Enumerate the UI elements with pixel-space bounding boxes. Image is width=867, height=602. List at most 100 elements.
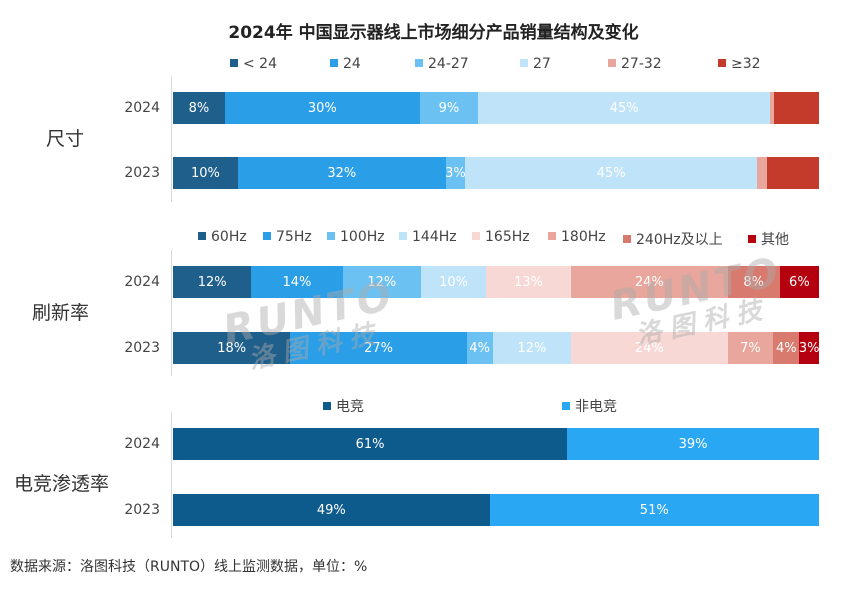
data-label: 10%	[439, 274, 469, 290]
bar-segment: 24%	[571, 266, 728, 298]
category-label: 2024	[124, 100, 160, 116]
bar-segment: 13%	[486, 266, 572, 298]
legend-swatch	[323, 402, 331, 410]
legend-item: 非电竞	[562, 396, 617, 416]
bar-segment: 49%	[173, 494, 490, 526]
legend-swatch	[718, 59, 726, 67]
legend-size: < 24 24 24-27 27 27-32 ≥32	[0, 56, 867, 76]
legend-label: 24	[343, 56, 361, 72]
legend-label: 75Hz	[276, 229, 312, 245]
legend-swatch	[623, 235, 631, 243]
data-label: 61%	[355, 436, 385, 452]
legend-label: 27-32	[621, 56, 662, 72]
data-label: 7%	[740, 340, 761, 356]
legend-item: 240Hz及以上	[623, 229, 723, 249]
data-label: 4%	[469, 340, 490, 356]
group-label-refresh: 刷新率	[32, 302, 90, 324]
category-label: 2023	[124, 340, 160, 356]
bar-segment: 14%	[251, 266, 343, 298]
bar-segment: 8%	[727, 266, 780, 298]
bar-segment: 32%	[237, 157, 446, 189]
legend-swatch	[399, 232, 407, 240]
legend-item: 24-27	[415, 56, 469, 72]
data-label: 51%	[639, 502, 669, 518]
bar-segment: 4%	[466, 332, 493, 364]
category-label: 2023	[124, 165, 160, 181]
data-label: 8%	[743, 274, 765, 290]
data-label: 32%	[327, 165, 357, 181]
legend-label: 27	[533, 56, 551, 72]
legend-refresh: 60Hz 75Hz 100Hz 144Hz 165Hz 180Hz 240Hz及…	[0, 229, 867, 249]
legend-swatch	[327, 232, 335, 240]
legend-item: 165Hz	[472, 229, 530, 245]
data-label: 13%	[514, 274, 544, 290]
bar-segment: 30%	[224, 92, 420, 124]
legend-item: 100Hz	[327, 229, 385, 245]
bar-segment: 45%	[465, 157, 758, 189]
legend-label: 100Hz	[340, 229, 385, 245]
bar-segment: 61%	[173, 428, 568, 460]
legend-swatch	[562, 402, 570, 410]
legend-label: 144Hz	[412, 229, 457, 245]
legend-label: 240Hz及以上	[636, 232, 723, 248]
bar-segment: 10%	[173, 157, 238, 189]
data-label: 12%	[367, 274, 397, 290]
legend-item: 27	[520, 56, 551, 72]
stacked-bar: 49% 51%	[173, 494, 819, 526]
stacked-bar: 12% 14% 12% 10% 13% 24% 8% 6%	[173, 266, 819, 298]
data-label: 3%	[445, 165, 466, 181]
data-label: 49%	[316, 502, 346, 518]
data-label: 3%	[798, 340, 820, 356]
bar-segment: 10%	[420, 266, 487, 298]
bar-segment	[773, 92, 819, 124]
legend-swatch	[748, 235, 756, 243]
source-note: 数据来源：洛图科技（RUNTO）线上监测数据，单位：%	[10, 559, 368, 575]
data-label: 45%	[609, 100, 639, 116]
legend-item: 27-32	[608, 56, 662, 72]
legend-item: 180Hz	[548, 229, 606, 245]
legend-esports: 电竞 非电竞	[0, 396, 867, 416]
data-label: 45%	[596, 165, 626, 181]
bar-segment: 6%	[779, 266, 819, 298]
axis-divider-esports	[171, 412, 172, 538]
data-label: 27%	[364, 340, 393, 356]
bar-segment: 7%	[727, 332, 774, 364]
bar-segment: 24%	[571, 332, 728, 364]
data-label: 9%	[438, 100, 460, 116]
legend-label: < 24	[243, 56, 277, 72]
bar-segment: 18%	[173, 332, 291, 364]
legend-label: 60Hz	[211, 229, 247, 245]
legend-swatch	[472, 232, 480, 240]
bar-segment: 9%	[419, 92, 479, 124]
legend-item: < 24	[230, 56, 277, 72]
legend-swatch	[415, 59, 423, 67]
legend-label: 电竞	[336, 399, 364, 415]
bar-segment: 12%	[492, 332, 572, 364]
bar-segment: 4%	[773, 332, 800, 364]
stacked-bar: 18% 27% 4% 12% 24% 7% 4% 3%	[173, 332, 819, 364]
bar-segment: 12%	[173, 266, 252, 298]
legend-swatch	[230, 59, 238, 67]
data-label: 39%	[678, 436, 708, 452]
bar-segment: 3%	[799, 332, 819, 364]
bar-segment	[767, 157, 819, 189]
legend-swatch	[520, 59, 528, 67]
legend-item: 24	[330, 56, 361, 72]
data-label: 12%	[517, 340, 547, 356]
legend-swatch	[608, 59, 616, 67]
bar-segment: 45%	[478, 92, 771, 124]
group-label-size: 尺寸	[46, 128, 85, 150]
data-label: 24%	[634, 340, 664, 356]
data-label: 24%	[634, 274, 664, 290]
bar-segment: 3%	[445, 157, 466, 189]
legend-item: 60Hz	[198, 229, 247, 245]
legend-swatch	[198, 232, 206, 240]
bar-segment	[757, 157, 768, 189]
stacked-bar: 61% 39%	[173, 428, 819, 460]
axis-divider-refresh	[171, 250, 172, 376]
bar-segment: 39%	[567, 428, 819, 460]
data-label: 6%	[789, 274, 810, 290]
stacked-bar: 8% 30% 9% 45%	[173, 92, 819, 124]
data-label: 30%	[307, 100, 337, 116]
legend-item: 其他	[748, 229, 789, 249]
